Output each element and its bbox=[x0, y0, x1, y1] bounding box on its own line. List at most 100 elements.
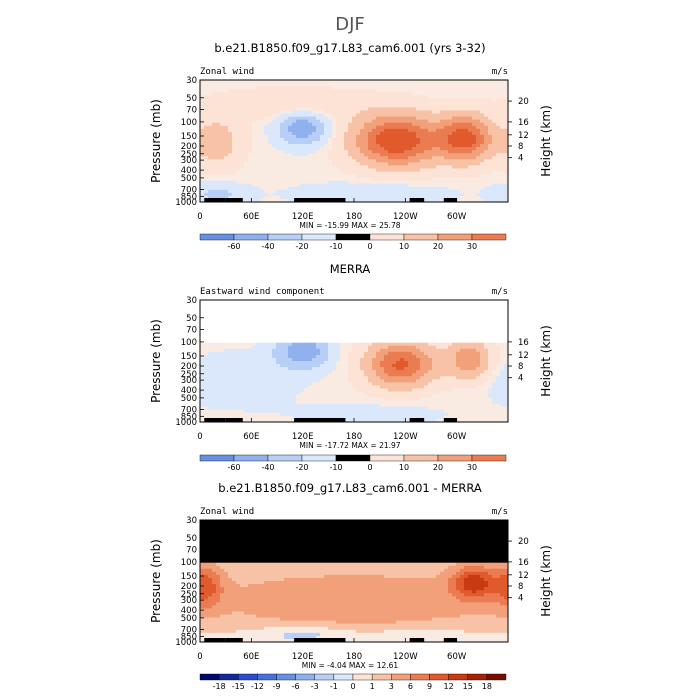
y-right-axis-title: Height (km) bbox=[539, 545, 553, 616]
colorbar-label: -20 bbox=[295, 463, 308, 472]
y-tick-label: 100 bbox=[181, 338, 197, 348]
y-right-tick-label: 20 bbox=[518, 97, 529, 107]
x-tick-label: 180 bbox=[346, 212, 362, 222]
y-tick-label: 400 bbox=[181, 166, 197, 176]
colorbar-label: -10 bbox=[329, 463, 342, 472]
x-tick-label: 120W bbox=[393, 432, 418, 442]
y-axis-title: Pressure (mb) bbox=[149, 539, 163, 623]
y-tick-label: 150 bbox=[181, 572, 197, 582]
colorbar-box bbox=[314, 673, 335, 681]
colorbar-box bbox=[335, 233, 371, 241]
topography-block bbox=[225, 198, 243, 202]
colorbar-label: 0 bbox=[367, 242, 372, 251]
y-tick-label: 200 bbox=[181, 362, 197, 372]
y-tick-label: 50 bbox=[186, 534, 197, 544]
y-right-tick-label: 4 bbox=[518, 594, 523, 604]
colorbar-box bbox=[437, 454, 473, 462]
y-tick-label: 30 bbox=[186, 76, 197, 86]
topography-block bbox=[225, 418, 243, 422]
colorbar-label: 10 bbox=[399, 242, 409, 251]
colorbar-box bbox=[335, 454, 371, 462]
topography-block bbox=[294, 198, 346, 202]
colorbar-label: -15 bbox=[232, 682, 245, 691]
y-right-tick-label: 20 bbox=[518, 537, 529, 547]
y-tick-label: 1000 bbox=[175, 638, 197, 648]
y-tick-label: 250 bbox=[181, 370, 197, 380]
colorbar-box bbox=[295, 673, 315, 681]
y-tick-label: 50 bbox=[186, 314, 197, 324]
y-tick-label: 400 bbox=[181, 386, 197, 396]
colorbar-label: -20 bbox=[295, 242, 308, 251]
x-tick-label: 0 bbox=[197, 432, 202, 442]
y-tick-label: 500 bbox=[181, 614, 197, 624]
colorbar-label: -10 bbox=[329, 242, 342, 251]
colorbar-box bbox=[371, 673, 392, 681]
y-right-tick-label: 12 bbox=[518, 131, 529, 141]
colorbar-label: -60 bbox=[227, 242, 240, 251]
y-right-tick-label: 8 bbox=[518, 142, 523, 152]
colorbar-label: 20 bbox=[433, 242, 443, 251]
colorbar-box bbox=[471, 233, 507, 241]
y-right-tick-label: 8 bbox=[518, 582, 523, 592]
colorbar-box bbox=[218, 673, 239, 681]
topography-block bbox=[409, 198, 425, 202]
y-tick-label: 700 bbox=[181, 186, 197, 196]
colorbar-box bbox=[410, 673, 430, 681]
topography-block bbox=[294, 638, 346, 642]
colorbar-box bbox=[257, 673, 277, 681]
y-tick-label: 150 bbox=[181, 132, 197, 142]
y-axis-title: Pressure (mb) bbox=[149, 319, 163, 403]
topography-block bbox=[443, 198, 457, 202]
colorbar-box bbox=[233, 454, 269, 462]
colorbar-label: -3 bbox=[311, 682, 319, 691]
colorbar-label: -1 bbox=[330, 682, 338, 691]
colorbar-label: 10 bbox=[399, 463, 409, 472]
y-tick-label: 50 bbox=[186, 94, 197, 104]
y-right-tick-label: 16 bbox=[518, 558, 529, 568]
y-right-tick-label: 12 bbox=[518, 351, 529, 361]
y-tick-label: 250 bbox=[181, 590, 197, 600]
units-label: m/s bbox=[492, 287, 508, 297]
colorbar-box bbox=[467, 673, 488, 681]
y-tick-label: 500 bbox=[181, 394, 197, 404]
colorbar-label: 1 bbox=[370, 682, 375, 691]
y-tick-label: 100 bbox=[181, 118, 197, 128]
y-tick-label: 100 bbox=[181, 558, 197, 568]
colorbar-box bbox=[352, 673, 373, 681]
y-tick-label: 400 bbox=[181, 606, 197, 616]
x-tick-label: 0 bbox=[197, 652, 202, 662]
y-tick-label: 850 bbox=[181, 632, 197, 642]
contour-field bbox=[200, 80, 509, 203]
colorbar-label: 30 bbox=[467, 463, 477, 472]
colorbar-box bbox=[199, 233, 235, 241]
colorbar-box bbox=[276, 673, 296, 681]
y-right-axis-title: Height (km) bbox=[539, 325, 553, 396]
y-tick-label: 300 bbox=[181, 376, 197, 386]
y-tick-label: 1000 bbox=[175, 418, 197, 428]
colorbar-label: 30 bbox=[467, 242, 477, 251]
y-tick-label: 70 bbox=[186, 105, 197, 115]
y-tick-label: 70 bbox=[186, 545, 197, 555]
colorbar-box bbox=[301, 233, 337, 241]
colorbar-box bbox=[238, 673, 258, 681]
field-label: Eastward wind component bbox=[200, 287, 325, 297]
x-tick-label: 120W bbox=[393, 212, 418, 222]
main-title: DJF bbox=[335, 14, 365, 35]
colorbar-label: 12 bbox=[444, 682, 454, 691]
topography-block bbox=[409, 418, 425, 422]
y-tick-label: 850 bbox=[181, 192, 197, 202]
colorbar-label: -40 bbox=[261, 463, 274, 472]
topography-block bbox=[204, 198, 226, 202]
panel-title: b.e21.B1850.f09_g17.L83_cam6.001 (yrs 3-… bbox=[214, 41, 485, 55]
units-label: m/s bbox=[492, 507, 508, 517]
colorbar-label: 9 bbox=[427, 682, 432, 691]
x-tick-label: 180 bbox=[346, 652, 362, 662]
y-axis-title: Pressure (mb) bbox=[149, 99, 163, 183]
colorbar-label: 0 bbox=[350, 682, 355, 691]
y-tick-label: 300 bbox=[181, 596, 197, 606]
panel-title: MERRA bbox=[330, 262, 371, 276]
x-tick-label: 120E bbox=[292, 652, 314, 662]
colorbar-box bbox=[471, 454, 507, 462]
panel-1: b.e21.B1850.f09_g17.L83_cam6.001 (yrs 3-… bbox=[149, 41, 553, 251]
